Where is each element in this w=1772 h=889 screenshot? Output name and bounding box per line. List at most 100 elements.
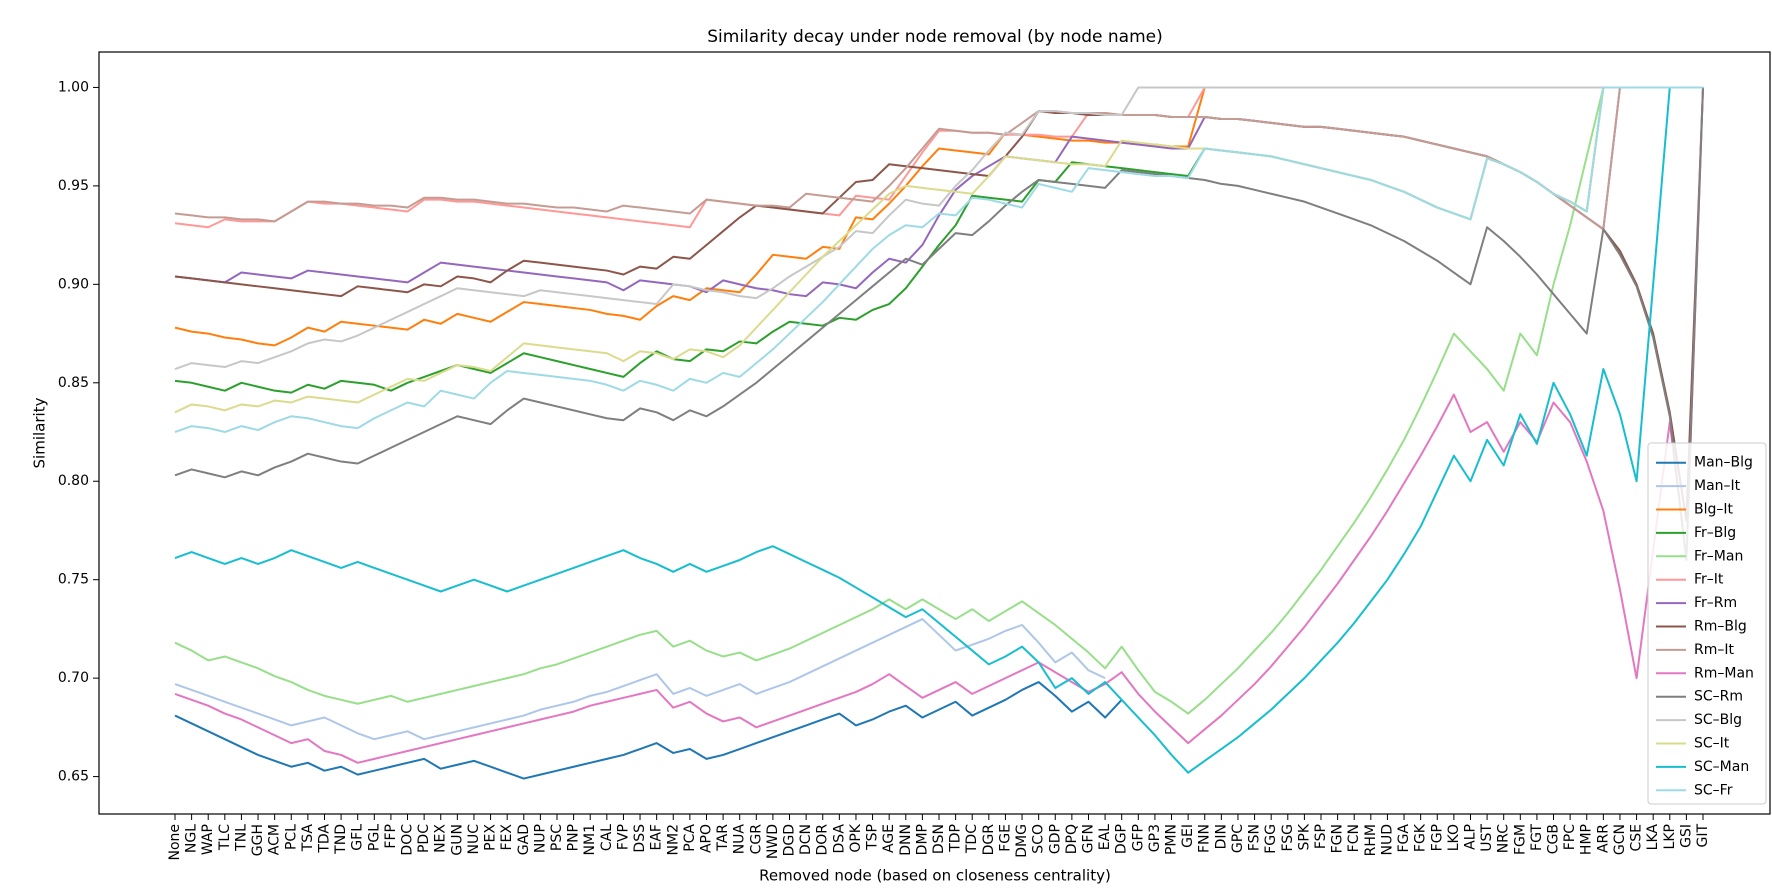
x-tick-label: FGT bbox=[1529, 824, 1545, 851]
x-tick-label: CGR bbox=[748, 824, 764, 855]
x-tick-label: NEX bbox=[433, 824, 449, 853]
x-tick-label: TAR bbox=[715, 824, 731, 852]
series-line bbox=[174, 86, 1703, 774]
x-tick-label: DGD bbox=[782, 824, 798, 856]
legend-label: Fr–Blg bbox=[1694, 525, 1736, 541]
x-tick-label: TSP bbox=[865, 824, 881, 851]
legend-label: Blg–It bbox=[1694, 502, 1734, 518]
x-tick-label: TDP bbox=[948, 824, 964, 853]
x-tick-label: FSN bbox=[1247, 824, 1263, 851]
x-tick-label: NM1 bbox=[582, 824, 598, 855]
x-tick-label: FGN bbox=[1330, 824, 1346, 853]
x-tick-label: GEI bbox=[1180, 824, 1196, 848]
plot-area bbox=[174, 86, 1704, 780]
x-tick-label: PDC bbox=[416, 824, 432, 853]
x-tick-label: AGE bbox=[881, 824, 897, 853]
legend-label: Fr–It bbox=[1694, 572, 1724, 588]
legend-label: Fr–Man bbox=[1694, 548, 1743, 564]
x-tick-label: TDC bbox=[964, 824, 980, 854]
x-tick-label: PGL bbox=[366, 824, 382, 851]
x-tick-label: DOR bbox=[815, 824, 831, 856]
x-tick-label: GFP bbox=[1130, 824, 1146, 851]
x-tick-label: DGR bbox=[981, 824, 997, 856]
x-tick-label: TLC bbox=[217, 824, 233, 851]
series-line bbox=[174, 86, 1703, 434]
x-tick-label: HMP bbox=[1579, 824, 1595, 855]
y-tick-label: 0.95 bbox=[58, 178, 89, 194]
x-tick-label: NUA bbox=[732, 824, 748, 855]
series-line bbox=[174, 86, 1703, 298]
x-tick-label: SPK bbox=[1296, 823, 1312, 850]
x-tick-label: GAD bbox=[516, 824, 532, 855]
x-tick-label: FFP bbox=[383, 824, 399, 849]
plot-frame bbox=[98, 51, 1771, 815]
x-tick-label: PCL bbox=[283, 824, 299, 850]
x-tick-label: DMP bbox=[914, 824, 930, 855]
x-tick-label: LKA bbox=[1645, 824, 1661, 851]
x-tick-label: TSA bbox=[300, 824, 316, 853]
legend-label: Rm–It bbox=[1694, 642, 1734, 658]
y-tick-label: 0.85 bbox=[58, 375, 89, 391]
x-tick-label: EAF bbox=[649, 824, 665, 850]
y-tick-label: 1.00 bbox=[58, 79, 89, 95]
series-line bbox=[174, 618, 1106, 741]
x-tick-label: NUP bbox=[532, 824, 548, 853]
x-tick-label: FGA bbox=[1396, 824, 1412, 853]
x-tick-label: SCO bbox=[1031, 824, 1047, 854]
x-tick-label: GFL bbox=[350, 824, 366, 851]
x-tick-label: RHM bbox=[1363, 824, 1379, 856]
x-tick-label: NGL bbox=[184, 824, 200, 853]
series-line bbox=[174, 681, 1123, 780]
x-tick-label: FNN bbox=[1197, 824, 1213, 853]
x-axis-label: Removed node (based on closeness central… bbox=[759, 867, 1111, 885]
y-axis-label: Similarity bbox=[31, 397, 49, 468]
series-line bbox=[174, 87, 1704, 764]
x-tick-label: FPC bbox=[1562, 824, 1578, 850]
x-tick-label: EAL bbox=[1097, 824, 1113, 850]
x-tick-label: FGK bbox=[1413, 823, 1429, 852]
series-line bbox=[174, 86, 1703, 231]
x-tick-label: DCN bbox=[798, 824, 814, 855]
x-tick-label: ALP bbox=[1462, 824, 1478, 850]
x-tick-label: GFN bbox=[1080, 824, 1096, 853]
series-line bbox=[174, 87, 1704, 561]
y-tick-label: 0.80 bbox=[58, 473, 89, 489]
y-tick-label: 0.75 bbox=[58, 572, 89, 588]
x-tick-label: FCN bbox=[1346, 824, 1362, 852]
x-tick-label: NUC bbox=[466, 824, 482, 855]
x-tick-label: TNL bbox=[233, 824, 249, 852]
x-tick-label: DSN bbox=[931, 824, 947, 854]
x-tick-label: NRC bbox=[1496, 824, 1512, 854]
legend-label: SC–Man bbox=[1694, 759, 1749, 775]
x-tick-label: FVP bbox=[615, 824, 631, 850]
legend-label: Rm–Blg bbox=[1694, 619, 1747, 635]
x-tick-label: FGP bbox=[1429, 824, 1445, 851]
x-tick-label: ACM bbox=[267, 824, 283, 855]
series-line bbox=[174, 86, 1703, 715]
legend-label: Fr–Rm bbox=[1694, 595, 1737, 611]
x-tick-label: OPK bbox=[848, 823, 864, 852]
legend-label: Rm–Man bbox=[1694, 665, 1754, 681]
x-tick-label: DNN bbox=[898, 824, 914, 856]
x-tick-label: PNP bbox=[566, 824, 582, 851]
x-tick-label: DOC bbox=[400, 824, 416, 856]
y-tick-label: 0.65 bbox=[58, 769, 89, 785]
x-tick-label: NM2 bbox=[665, 824, 681, 855]
x-tick-label: FGE bbox=[997, 824, 1013, 852]
series-line bbox=[174, 86, 1703, 370]
x-tick-label: GUN bbox=[449, 824, 465, 856]
legend: Man–Blg Man–It Blg–It Fr–Blg Fr–Man Fr–It Fr–R… bbox=[1647, 442, 1767, 805]
x-tick-label: DMG bbox=[1014, 824, 1030, 858]
x-tick-label: GPC bbox=[1230, 824, 1246, 853]
x-tick-label: CAL bbox=[599, 824, 615, 851]
x-tick-label: CSE bbox=[1629, 824, 1645, 852]
x-tick-label: FSP bbox=[1313, 824, 1329, 849]
x-tick-label: FGM bbox=[1512, 824, 1528, 855]
x-tick-label: DSA bbox=[831, 824, 847, 854]
x-tick-label: PSC bbox=[549, 824, 565, 851]
x-tick-label: None bbox=[167, 824, 183, 861]
y-tick-label: 0.70 bbox=[58, 670, 89, 686]
x-tick-label: GSI bbox=[1678, 824, 1694, 848]
x-tick-label: DPQ bbox=[1064, 824, 1080, 854]
